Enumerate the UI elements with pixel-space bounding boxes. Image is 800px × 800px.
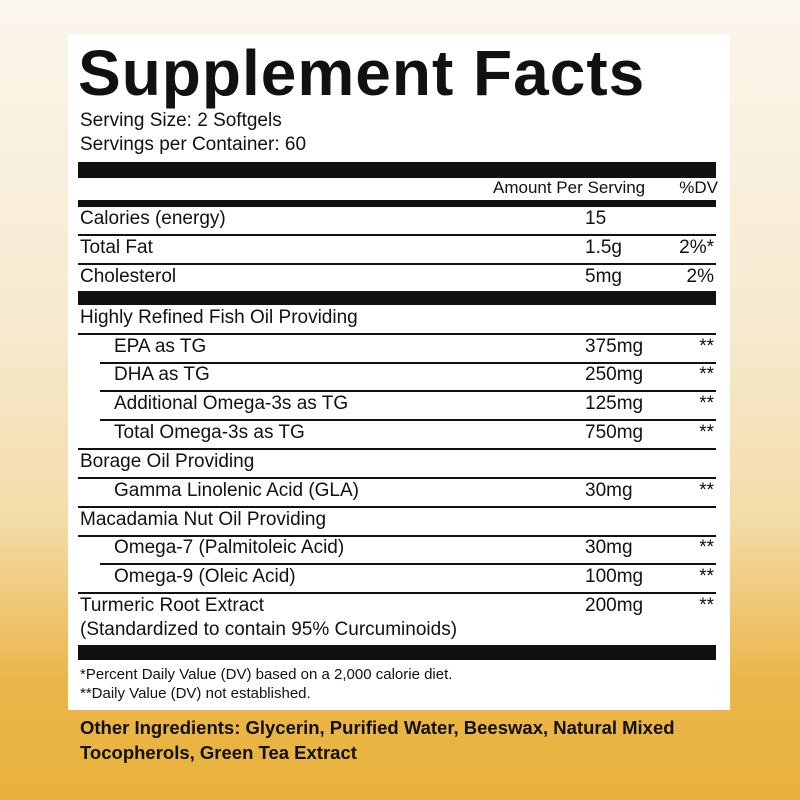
thick-rule xyxy=(78,200,716,207)
row-amount: 5mg xyxy=(585,266,622,287)
row-dv: 2%* xyxy=(679,237,714,258)
row-amount: 1.5g xyxy=(585,237,622,258)
row-label: DHA as TG xyxy=(114,364,210,385)
row-amount: 30mg xyxy=(585,537,633,558)
row-amount: 200mg xyxy=(585,595,644,616)
row-amount: 100mg xyxy=(585,566,644,587)
other-ingredients: Other Ingredients: Glycerin, Purified Wa… xyxy=(80,717,675,738)
row-label: Macadamia Nut Oil Providing xyxy=(80,509,327,530)
rule xyxy=(100,362,716,364)
other-ingredients: Tocopherols, Green Tea Extract xyxy=(80,742,357,763)
rule xyxy=(78,448,716,450)
rule xyxy=(78,263,716,265)
row-dv: ** xyxy=(699,336,714,357)
row-dv: ** xyxy=(699,393,714,414)
row-label: Omega-9 (Oleic Acid) xyxy=(114,566,296,587)
footnote: **Daily Value (DV) not established. xyxy=(80,685,311,702)
row-amount: 750mg xyxy=(585,422,644,443)
row-dv: ** xyxy=(699,566,714,587)
row-dv: ** xyxy=(699,595,714,616)
row-amount: 125mg xyxy=(585,393,644,414)
row-amount: 250mg xyxy=(585,364,644,385)
thick-rule xyxy=(78,645,716,660)
rule xyxy=(78,592,716,594)
amount-header: Amount Per Serving xyxy=(493,178,646,197)
row-label: Cholesterol xyxy=(80,266,177,287)
facts-panel xyxy=(68,34,730,710)
row-label: Turmeric Root Extract xyxy=(80,595,265,616)
row-label: Omega-7 (Palmitoleic Acid) xyxy=(114,537,345,558)
row-dv: 2% xyxy=(686,266,714,287)
rule xyxy=(78,333,716,335)
row-label: Highly Refined Fish Oil Providing xyxy=(80,307,358,328)
servings-per-container: Servings per Container: 60 xyxy=(80,134,307,155)
rule xyxy=(78,506,716,508)
rule xyxy=(100,390,716,392)
rule xyxy=(78,234,716,236)
row-label: Borage Oil Providing xyxy=(80,451,255,472)
row-amount: 15 xyxy=(585,208,607,229)
rule xyxy=(100,419,716,421)
row-dv: ** xyxy=(699,364,714,385)
serving-size: Serving Size: 2 Softgels xyxy=(80,110,282,131)
rule xyxy=(78,477,716,479)
row-note: (Standardized to contain 95% Curcuminoid… xyxy=(80,619,458,640)
row-dv: ** xyxy=(699,422,714,443)
thick-rule xyxy=(78,291,716,305)
row-label: Total Fat xyxy=(80,237,153,258)
rule xyxy=(100,563,716,565)
rule xyxy=(78,535,716,537)
row-amount: 375mg xyxy=(585,336,644,357)
row-amount: 30mg xyxy=(585,480,633,501)
row-label: Gamma Linolenic Acid (GLA) xyxy=(114,480,359,501)
footnote: *Percent Daily Value (DV) based on a 2,0… xyxy=(80,666,453,683)
dv-header: %DV xyxy=(679,178,718,197)
title: Supplement Facts xyxy=(78,37,646,109)
row-label: Calories (energy) xyxy=(80,208,226,229)
thick-rule xyxy=(78,162,716,178)
row-dv: ** xyxy=(699,480,714,501)
row-label: EPA as TG xyxy=(114,336,207,357)
row-label: Total Omega-3s as TG xyxy=(114,422,305,443)
row-dv: ** xyxy=(699,537,714,558)
row-label: Additional Omega-3s as TG xyxy=(114,393,349,414)
